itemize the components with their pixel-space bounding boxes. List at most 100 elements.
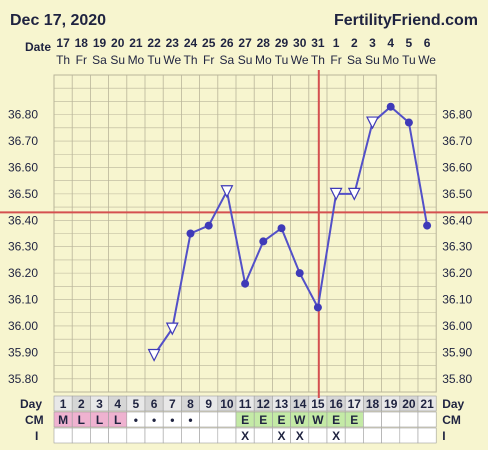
cm-cell [217,411,237,428]
temperature-point [204,221,213,230]
i-cell [53,427,73,444]
cm-value: L [96,413,103,427]
intercourse-mark: X [277,429,285,443]
weekday-label: We [291,53,309,67]
y-tick-label-right: 36.70 [442,134,472,148]
y-tick-label-right: 36.80 [442,108,472,122]
cycle-day-label: 15 [311,397,325,411]
cycle-day-label: 17 [348,397,362,411]
i-cell [344,427,364,444]
temperature-point [313,303,322,312]
date-label: 2 [351,36,358,50]
y-tick-label-right: 36.50 [442,187,472,201]
y-tick-label-right: 36.30 [442,240,472,254]
cycle-day-label: 14 [293,397,307,411]
cm-value: E [350,413,358,427]
y-tick-label-left: 36.30 [8,240,38,254]
weekday-label: Tu [402,53,416,67]
temperature-point [423,221,432,230]
i-cell [381,427,401,444]
i-row-label: I [35,429,38,443]
cycle-day-label: 21 [420,397,434,411]
site-name: FertilityFriend.com [334,12,478,29]
temperature-point [186,229,195,238]
cycle-day-label: 2 [78,397,85,411]
weekday-label: Su [238,53,253,67]
open-triangle-marker [220,185,234,199]
weekday-label: Mo [128,53,145,67]
date-label: 24 [184,36,198,50]
open-triangle-marker [147,348,161,362]
i-cell [217,427,237,444]
y-tick-label-left: 35.80 [8,372,38,386]
date-label: 5 [406,36,413,50]
reference-lines [0,70,488,398]
date-label: 22 [147,36,161,50]
date-label: 20 [111,36,125,50]
i-cell [399,427,419,444]
cm-value: L [78,413,85,427]
cycle-day-label: 11 [239,397,252,411]
cm-value: L [114,413,121,427]
weekday-label: Sa [347,53,362,67]
date-label: 4 [387,36,394,50]
intercourse-mark: X [332,429,340,443]
cycle-day-label: 1 [60,397,67,411]
cm-cell [399,411,419,428]
weekday-label: Tu [147,53,161,67]
axis-labels: 36.80 36.80 36.70 36.70 36.60 36.60 36.50 36.50… [8,36,473,443]
cm-value: • [170,413,174,427]
y-tick-label-left: 36.10 [8,293,38,307]
y-tick-label-left: 36.70 [8,134,38,148]
weekday-label: Su [110,53,125,67]
cycle-day-label: 19 [384,397,398,411]
weekday-label: Fr [76,53,87,67]
weekday-label: Sa [92,53,107,67]
date-label: 29 [275,36,289,50]
cycle-day-label: 4 [114,397,121,411]
cycle-day-label: 12 [257,397,271,411]
open-triangle-marker [366,116,379,130]
cycle-day-label: 13 [275,397,289,411]
y-tick-label-left: 36.20 [8,266,38,280]
cm-cell [381,411,401,428]
cycle-day-label: 18 [366,397,380,411]
cm-value: E [259,413,267,427]
y-tick-label-left: 36.60 [8,160,38,174]
cycle-day-label: 20 [402,397,416,411]
y-tick-label-right: 36.10 [442,293,472,307]
weekday-label: Mo [255,53,272,67]
weekday-label: We [418,53,436,67]
cm-row-label: CM [25,413,44,427]
i-cell [308,427,328,444]
day-cell [417,395,437,412]
temperature-series [147,102,432,362]
date-label: 18 [75,36,89,50]
y-tick-label-right: 36.40 [442,213,472,227]
cycle-day-label: 7 [169,397,176,411]
cm-value: • [188,413,192,427]
i-cell [363,427,382,444]
i-cell [181,427,200,444]
y-tick-label-right: 35.90 [442,345,472,359]
cycle-day-label: 10 [220,397,234,411]
i-row-label-right: I [442,429,445,443]
date-label: 19 [93,36,107,50]
cycle-day-label: 8 [187,397,194,411]
day-row-label-right: Day [442,397,464,411]
date-label: 17 [56,36,70,50]
weekday-label: Th [183,53,197,67]
y-tick-label-right: 35.80 [442,372,472,386]
y-tick-label-left: 36.80 [8,108,38,122]
date-label: 31 [311,36,325,50]
chart-grid [53,74,437,393]
cm-value: W [312,413,324,427]
i-cell [162,427,182,444]
weekday-label: Th [56,53,70,67]
temperature-point [259,237,268,246]
i-cell [253,427,273,444]
date-label: 25 [202,36,216,50]
cm-value: • [152,413,156,427]
